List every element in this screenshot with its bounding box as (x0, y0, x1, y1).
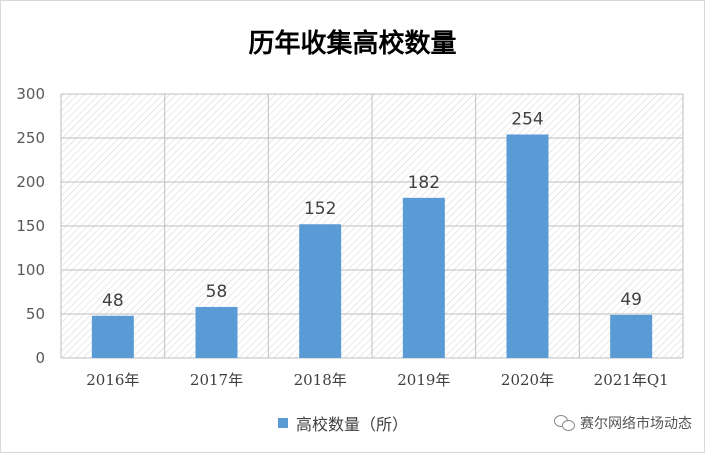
y-tick-label: 200 (16, 173, 45, 191)
legend-swatch (278, 418, 288, 428)
watermark-text: 赛尔网络市场动态 (580, 416, 692, 432)
chart-title: 历年收集高校数量 (248, 29, 457, 59)
x-tick-label: 2016年 (86, 371, 139, 389)
y-tick-label: 150 (16, 217, 45, 235)
x-tick-label: 2020年 (501, 371, 554, 389)
y-tick-label: 250 (16, 129, 45, 147)
bar (506, 134, 549, 358)
x-tick-label: 2017年 (190, 371, 243, 389)
legend: 高校数量（所） (278, 411, 408, 435)
bar (402, 197, 445, 358)
watermark: 赛尔网络市场动态 (554, 413, 692, 433)
x-tick-label: 2018年 (294, 371, 347, 389)
x-tick-label: 2019年 (397, 371, 450, 389)
data-label: 49 (620, 290, 642, 310)
y-tick-label: 300 (16, 85, 45, 103)
bar (299, 224, 342, 358)
bar (610, 314, 653, 358)
x-tick-label: 2021年Q1 (594, 371, 669, 389)
y-tick-label: 50 (26, 305, 45, 323)
legend-label: 高校数量（所） (296, 415, 409, 434)
bar (195, 306, 238, 358)
data-label: 152 (304, 199, 336, 219)
data-label: 58 (206, 282, 228, 302)
y-tick-label: 100 (16, 261, 45, 279)
y-tick-label: 0 (35, 349, 45, 367)
wechat-icon (554, 415, 576, 431)
data-label: 254 (511, 109, 543, 129)
data-label: 182 (408, 173, 440, 193)
data-label: 48 (102, 291, 124, 311)
bar (91, 315, 134, 358)
